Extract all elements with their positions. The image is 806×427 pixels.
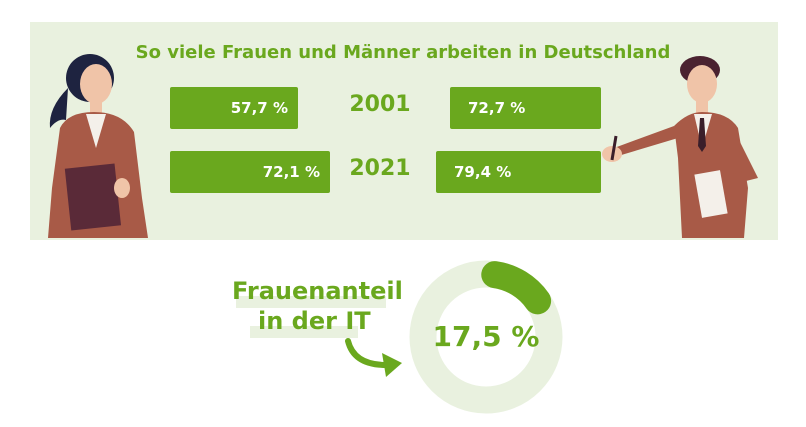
donut-label-line1: Frauenanteil	[232, 277, 403, 305]
woman-illustration	[48, 54, 148, 238]
donut-value-label: 17,5 %	[432, 320, 540, 353]
label-highlight	[236, 296, 386, 308]
bar-maenner-2021: 79,4 %	[436, 151, 601, 193]
bar-maenner-2001: 72,7 %	[450, 87, 601, 129]
bar-frauen-2021: 72,1 %	[170, 151, 330, 193]
year-label-2021: 2021	[349, 156, 411, 181]
man-illustration	[602, 56, 758, 238]
donut-chart	[409, 260, 563, 414]
chart-panel	[30, 22, 778, 240]
chart-title: So viele Frauen und Männer arbeiten in D…	[135, 42, 671, 63]
label-highlight	[250, 326, 358, 338]
bar-frauen-2001: 57,7 %	[170, 87, 298, 129]
donut-label-line2: in der IT	[258, 307, 371, 335]
arrow-icon	[345, 338, 402, 377]
donut-value-arc	[481, 261, 552, 315]
year-label-2001: 2001	[349, 92, 411, 117]
